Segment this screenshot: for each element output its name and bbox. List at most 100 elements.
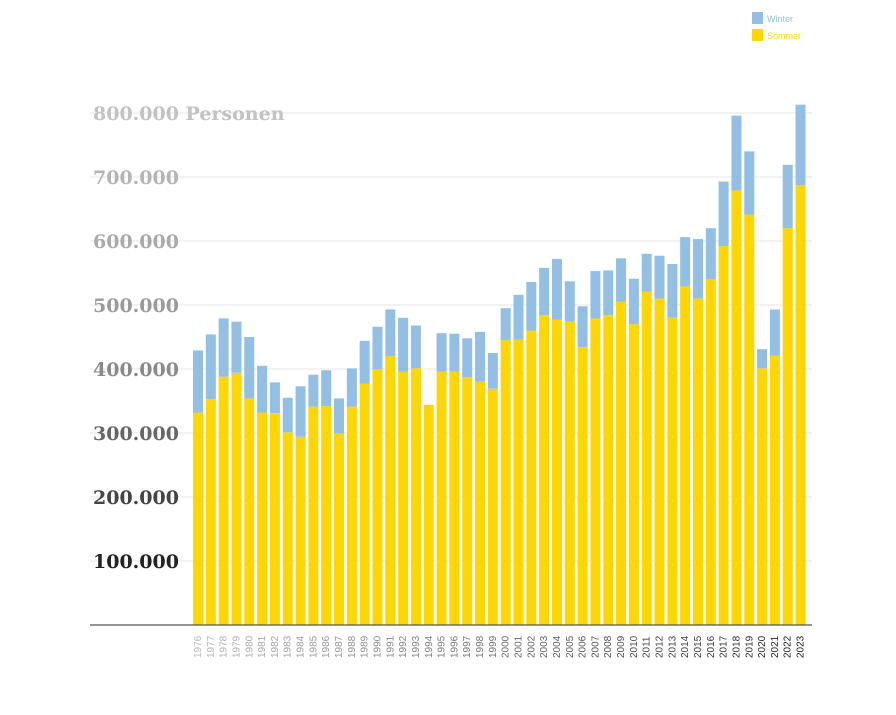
x-tick-label: 2018 xyxy=(731,635,742,658)
bar-winter xyxy=(641,253,652,292)
bar-sommer xyxy=(449,371,460,625)
bar-sommer xyxy=(462,377,473,625)
bar-winter xyxy=(449,333,460,372)
bar-winter xyxy=(539,267,550,316)
x-tick-label: 1991 xyxy=(385,635,396,658)
bar-winter xyxy=(487,353,498,389)
x-tick-label: 2002 xyxy=(526,635,537,658)
bar-winter xyxy=(744,151,755,215)
bar-winter xyxy=(603,270,614,316)
bar-winter xyxy=(731,115,742,191)
legend-label-winter: Winter xyxy=(767,14,793,24)
bar-winter xyxy=(462,338,473,378)
bar-winter xyxy=(475,331,486,382)
x-tick-label: 2001 xyxy=(514,635,525,658)
bar-winter xyxy=(616,258,627,302)
x-tick-label: 1987 xyxy=(334,635,345,658)
x-tick-label: 2007 xyxy=(590,635,601,658)
bar-winter xyxy=(692,239,703,299)
legend-swatch-sommer xyxy=(752,29,763,41)
bar-winter xyxy=(769,309,780,356)
bar-sommer xyxy=(616,301,627,625)
bar-winter xyxy=(513,294,524,340)
bar-sommer xyxy=(475,381,486,625)
bar-sommer xyxy=(423,404,434,625)
bar-winter xyxy=(231,321,242,373)
x-tick-label: 2017 xyxy=(719,635,730,658)
bar-sommer xyxy=(526,330,537,625)
bar-winter xyxy=(782,164,793,229)
x-tick-label: 2012 xyxy=(655,635,666,658)
legend: Winter Sommer xyxy=(752,12,801,41)
bar-sommer xyxy=(590,318,601,625)
bar-winter xyxy=(410,325,421,369)
bar-sommer xyxy=(372,369,383,625)
x-tick-label: 1986 xyxy=(321,635,332,658)
bar-sommer xyxy=(487,388,498,625)
bars xyxy=(193,104,806,625)
x-tick-label: 1978 xyxy=(219,635,230,658)
x-tick-label: 1992 xyxy=(398,635,409,658)
bar-winter xyxy=(564,281,575,322)
x-tick-label: 2009 xyxy=(616,635,627,658)
bar-winter xyxy=(795,104,806,186)
x-tick-label: 1997 xyxy=(462,635,473,658)
bar-sommer xyxy=(205,399,216,625)
bar-sommer xyxy=(282,432,293,625)
bar-sommer xyxy=(295,436,306,625)
y-tick-label: 400.000 xyxy=(93,359,179,381)
bar-sommer xyxy=(769,355,780,625)
x-tick-label: 1979 xyxy=(231,635,242,658)
bar-winter xyxy=(308,374,319,407)
x-tick-label: 1999 xyxy=(488,635,499,658)
bar-sommer xyxy=(667,317,678,625)
x-tick-label: 2019 xyxy=(744,635,755,658)
x-tick-label: 1985 xyxy=(308,635,319,658)
y-tick-label: 100.000 xyxy=(93,551,179,573)
x-tick-label: 2014 xyxy=(680,635,691,658)
bar-winter xyxy=(680,237,691,287)
bar-sommer xyxy=(334,433,345,625)
bar-sommer xyxy=(410,368,421,625)
legend-label-sommer: Sommer xyxy=(767,31,801,41)
bar-sommer xyxy=(193,412,203,625)
bar-winter xyxy=(705,228,716,280)
x-tick-label: 1977 xyxy=(206,635,217,658)
bar-sommer xyxy=(308,406,319,625)
x-axis-labels: 1976 1977 1978 1979 1980 1981 1982 1983 1984 1985… xyxy=(193,635,807,658)
bar-sommer xyxy=(692,298,703,625)
y-tick-label: 700.000 xyxy=(93,167,179,189)
x-tick-label: 2000 xyxy=(501,635,512,658)
x-tick-label: 2011 xyxy=(642,636,653,658)
bar-sommer xyxy=(564,321,575,625)
bar-sommer xyxy=(539,315,550,625)
y-tick-label: 600.000 xyxy=(93,231,179,253)
bar-sommer xyxy=(398,371,409,625)
bar-sommer xyxy=(218,376,229,625)
x-tick-label: 1998 xyxy=(475,635,486,658)
bar-winter xyxy=(346,368,357,407)
bar-sommer xyxy=(500,340,511,625)
bar-winter xyxy=(372,326,383,369)
bar-sommer xyxy=(346,406,357,625)
bar-winter xyxy=(359,340,370,384)
x-tick-label: 2022 xyxy=(783,635,794,658)
bar-winter xyxy=(667,264,678,318)
x-tick-label: 1981 xyxy=(257,635,268,658)
y-tick-label: 800.000 Personen xyxy=(93,103,285,125)
bar-winter xyxy=(551,258,562,320)
y-tick-label: 200.000 xyxy=(93,487,179,509)
x-tick-label: 1982 xyxy=(270,635,281,658)
x-tick-label: 1993 xyxy=(411,635,422,658)
bar-sommer xyxy=(731,190,742,625)
bar-sommer xyxy=(244,398,255,625)
bar-winter xyxy=(282,397,293,433)
x-tick-label: 2003 xyxy=(539,635,550,658)
x-tick-label: 1976 xyxy=(193,635,204,658)
bar-winter xyxy=(590,271,601,319)
bar-sommer xyxy=(513,339,524,625)
bar-sommer xyxy=(680,286,691,625)
x-tick-label: 2006 xyxy=(578,635,589,658)
bar-sommer xyxy=(321,406,332,625)
bar-sommer xyxy=(359,383,370,625)
